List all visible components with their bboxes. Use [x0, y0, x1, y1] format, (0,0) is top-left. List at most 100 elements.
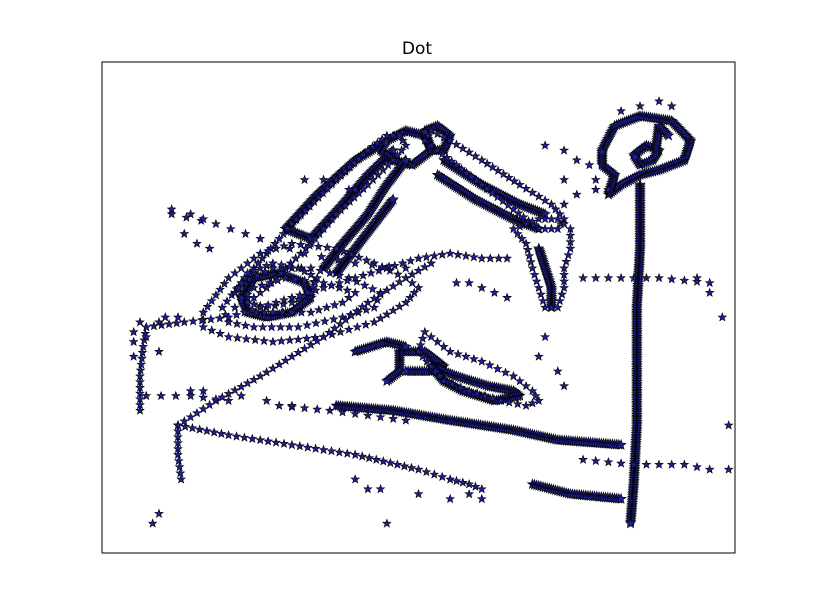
scatter-point-1979 [236, 390, 247, 401]
scatter-point-1838 [438, 341, 449, 352]
stroke-table-top-diagonal [173, 258, 436, 430]
scatter-point-1486 [202, 301, 213, 311]
stroke-forearm-slash-2 [330, 193, 399, 278]
scatter-point-1636 [286, 297, 297, 307]
scatter-point-1756 [229, 385, 240, 395]
scatter-point-1677 [421, 466, 432, 477]
scatter-point-1921 [284, 243, 295, 253]
scatter-point-1971 [464, 488, 475, 499]
scatter-point-1713 [358, 270, 369, 280]
scatter-point-1371 [278, 228, 289, 238]
scatter-point-1418 [310, 233, 321, 243]
scatter-point-1649 [209, 427, 220, 437]
scatter-point-1692 [188, 316, 199, 326]
scatter-point-1899 [679, 275, 690, 285]
scatter-point-1883 [312, 404, 323, 414]
scatter-point-1863 [447, 379, 458, 389]
scatter-point-1880 [274, 400, 285, 410]
scatter-point-1626 [284, 261, 295, 271]
scatter-point-1487 [206, 295, 217, 306]
scatter-point-1554 [267, 263, 278, 273]
scatter-point-1653 [239, 432, 250, 442]
scatter-point-1585 [223, 317, 234, 327]
scatter-point-1525 [360, 319, 371, 329]
scatter-point-1728 [476, 253, 487, 263]
scatter-point-1853 [527, 398, 538, 408]
scatter-point-1449 [521, 183, 532, 193]
scatter-point-1801 [516, 233, 527, 243]
scatter-point-1768 [305, 339, 316, 350]
scatter-point-1758 [242, 378, 253, 388]
scatter-point-1937 [166, 204, 177, 214]
scatter-point-1537 [259, 335, 269, 346]
scatter-point-1958 [692, 272, 702, 283]
scatter-point-1584 [232, 318, 242, 328]
scatter-point-1965 [381, 518, 392, 528]
scatter-point-1890 [400, 415, 411, 425]
scatter-point-1538 [250, 334, 261, 345]
scatter-point-1664 [326, 445, 337, 456]
scatter-point-1831 [533, 213, 544, 224]
scatter-point-1683 [464, 479, 475, 489]
chart-title: Dot [402, 39, 432, 59]
scatter-point-1764 [280, 355, 291, 365]
scatter-point-1885 [337, 407, 348, 417]
scatter-point-1700 [255, 302, 266, 312]
scatter-point-1900 [692, 276, 702, 286]
scatter-point-1443 [487, 162, 498, 172]
scatter-point-1589 [242, 289, 253, 299]
scatter-point-1799 [508, 223, 519, 234]
scatter-point-1488 [211, 290, 221, 300]
scatter-point-1886 [350, 408, 361, 419]
scatter-point-1852 [533, 395, 544, 406]
scatter-point-1501 [295, 239, 306, 249]
scatter-point-1804 [524, 250, 535, 261]
scatter-point-1438 [457, 143, 468, 153]
scatter-point-1500 [286, 238, 297, 248]
stroke-left-shoulder-ring [229, 258, 323, 312]
scatter-point-1619 [239, 272, 250, 283]
scatter-point-1694 [205, 314, 216, 324]
scatter-point-1842 [468, 353, 479, 364]
scatter-point-1398 [400, 140, 411, 150]
scatter-point-1262 [596, 145, 608, 157]
scatter-point-1734 [135, 394, 145, 404]
scatter-point-1783 [394, 276, 405, 287]
scatter-point-1681 [451, 475, 462, 486]
scatter-point-1705 [294, 290, 305, 300]
scatter-point-1749 [185, 412, 196, 422]
scatter-point-1404 [373, 169, 383, 180]
stroke-speech-tail-dashes [559, 184, 614, 209]
scatter-point-1878 [211, 394, 221, 404]
scatter-point-1780 [375, 289, 386, 299]
scatter-point-1977 [185, 385, 196, 396]
scatter-point-1975 [141, 331, 152, 342]
scatter-point-1651 [223, 430, 234, 440]
scatter-point-1736 [135, 382, 145, 392]
scatter-point-1502 [304, 240, 315, 250]
scatter-point-1718 [397, 258, 408, 268]
scatter-point-1616 [229, 287, 240, 297]
scatter-point-1411 [340, 200, 351, 211]
scatter-point-1439 [464, 147, 475, 157]
scatter-point-1602 [350, 287, 361, 297]
scatter-point-1969 [413, 488, 424, 499]
scatter-point-1679 [437, 471, 448, 482]
scatter-point-1795 [173, 455, 184, 466]
scatter-point-1577 [293, 321, 304, 332]
scatter-point-1717 [389, 260, 400, 270]
scatter-point-1532 [301, 333, 312, 343]
scatter-point-1406 [362, 179, 373, 189]
scatter-point-1453 [546, 199, 557, 209]
scatter-point-1605 [329, 299, 340, 310]
scatter-point-1882 [299, 403, 310, 413]
scatter-point-1832 [527, 216, 538, 226]
scatter-point-1365 [253, 258, 263, 268]
scatter-point-1953 [559, 145, 570, 155]
scatter-point-1620 [242, 267, 253, 278]
scatter-point-1798 [176, 474, 187, 484]
scatter-point-1845 [492, 363, 503, 374]
scatter-point-1561 [334, 270, 345, 280]
scatter-point-1580 [266, 321, 277, 332]
